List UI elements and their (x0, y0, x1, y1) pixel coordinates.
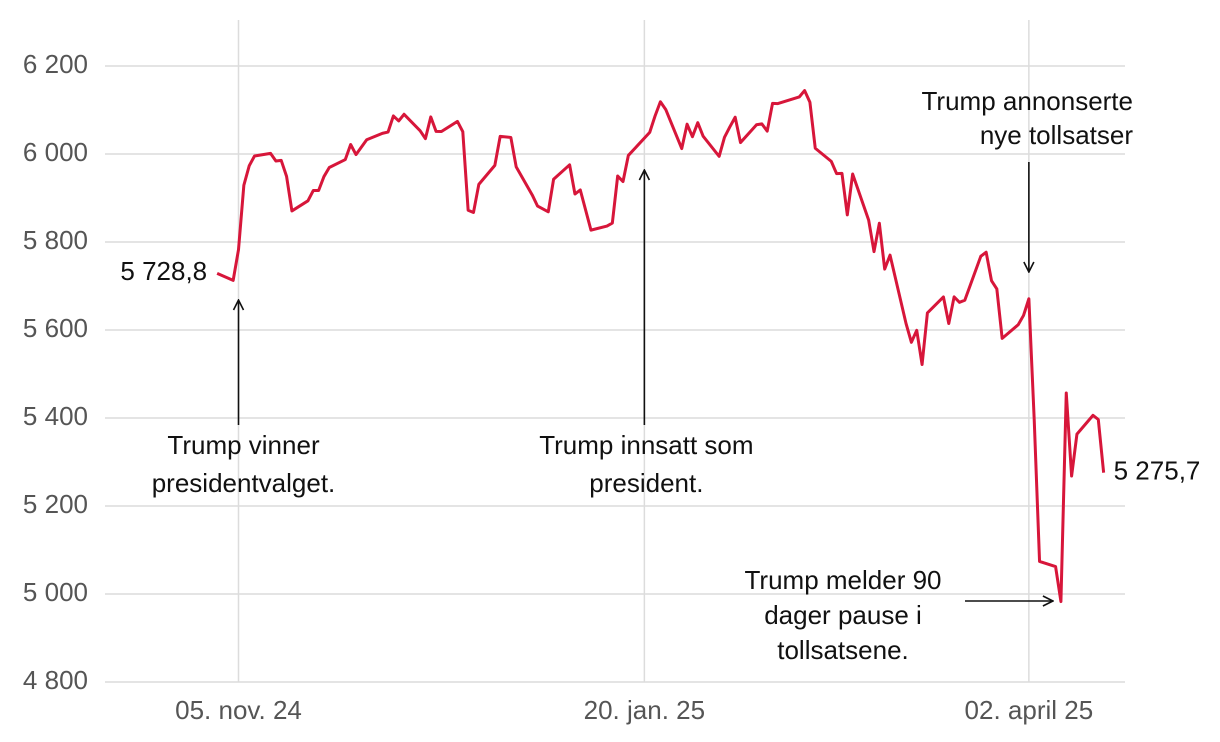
annotation-text: presidentvalget. (152, 468, 336, 498)
x-tick-label: 02. april 25 (965, 695, 1094, 725)
y-tick-label: 5 200 (23, 489, 88, 519)
annotation-text: Trump annonserte (922, 86, 1133, 116)
y-tick-label: 5 400 (23, 401, 88, 431)
y-tick-label: 5 600 (23, 313, 88, 343)
annotation-text: tollsatsene. (777, 635, 909, 665)
y-tick-label: 5 800 (23, 225, 88, 255)
y-tick-label: 6 200 (23, 49, 88, 79)
x-tick-label: 20. jan. 25 (584, 695, 705, 725)
annotation-text: Trump innsatt som (539, 430, 753, 460)
annotation-text: Trump melder 90 (745, 565, 942, 595)
value-label: 5 728,8 (120, 256, 207, 286)
annotation-text: nye tollsatser (980, 120, 1134, 150)
value-label: 5 275,7 (1114, 456, 1201, 486)
annotation-text: dager pause i (764, 600, 922, 630)
price-line (216, 89, 1106, 604)
y-tick-label: 4 800 (23, 665, 88, 695)
annotation-text: president. (589, 468, 703, 498)
x-tick-label: 05. nov. 24 (175, 695, 302, 725)
annotation-text: Trump vinner (167, 430, 320, 460)
y-tick-label: 5 000 (23, 577, 88, 607)
y-tick-label: 6 000 (23, 137, 88, 167)
